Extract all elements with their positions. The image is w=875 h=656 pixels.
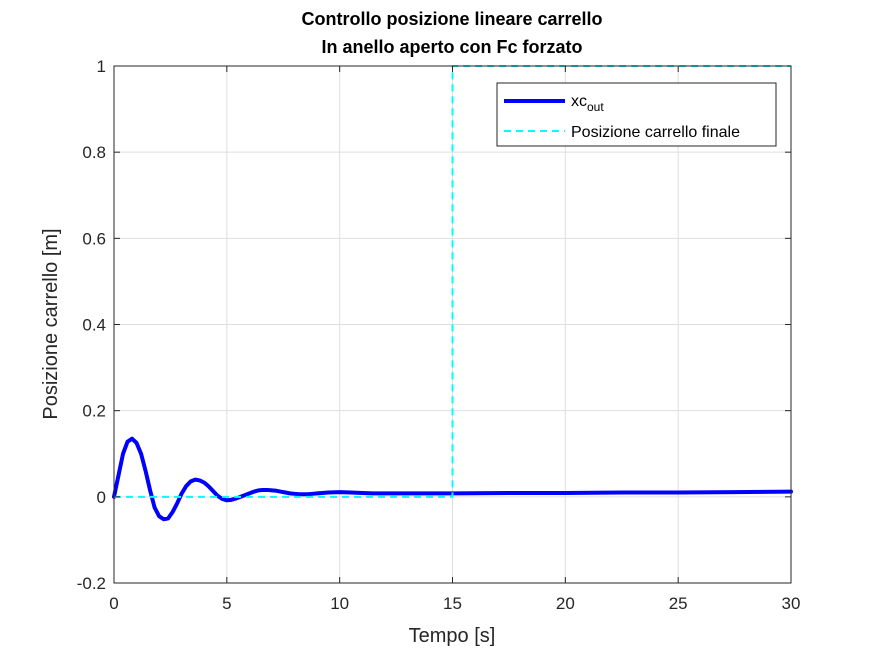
series-line-xc-out <box>112 436 793 522</box>
y-tick-label: 0.4 <box>82 316 106 335</box>
y-tick-label: 0 <box>97 488 106 507</box>
legend-label-xc-subscript: out <box>587 100 604 114</box>
legend: xcout Posizione carrello finale <box>496 82 777 147</box>
x-tick-label: 20 <box>556 594 575 613</box>
x-tick-label: 0 <box>109 594 118 613</box>
y-tick-label: -0.2 <box>77 574 106 593</box>
chart-title-line-2: In anello aperto con Fc forzato <box>321 37 582 57</box>
legend-label-xc-out: xcout <box>571 93 604 114</box>
x-axis-label: Tempo [s] <box>409 625 496 647</box>
x-tick-label: 5 <box>222 594 231 613</box>
x-tick-label: 10 <box>330 594 349 613</box>
chart-title-line-1: Controllo posizione lineare carrello <box>301 9 602 29</box>
x-tick-label: 25 <box>669 594 688 613</box>
tick-labels: 0 5 10 15 20 25 30-0.200.20.40.60.81 <box>77 57 801 613</box>
legend-box <box>496 82 777 147</box>
y-axis-label: Posizione carrello [m] <box>40 228 62 419</box>
y-tick-label: 0.6 <box>82 229 106 248</box>
y-tick-label: 0.8 <box>82 143 106 162</box>
x-tick-label: 30 <box>782 594 801 613</box>
legend-label-posizione-finale: Posizione carrello finale <box>571 124 740 141</box>
axes <box>113 65 792 584</box>
legend-label-xc-main: xc <box>571 93 587 110</box>
y-tick-label: 0.2 <box>82 402 106 421</box>
y-tick-label: 1 <box>97 57 106 76</box>
x-tick-label: 15 <box>443 594 462 613</box>
